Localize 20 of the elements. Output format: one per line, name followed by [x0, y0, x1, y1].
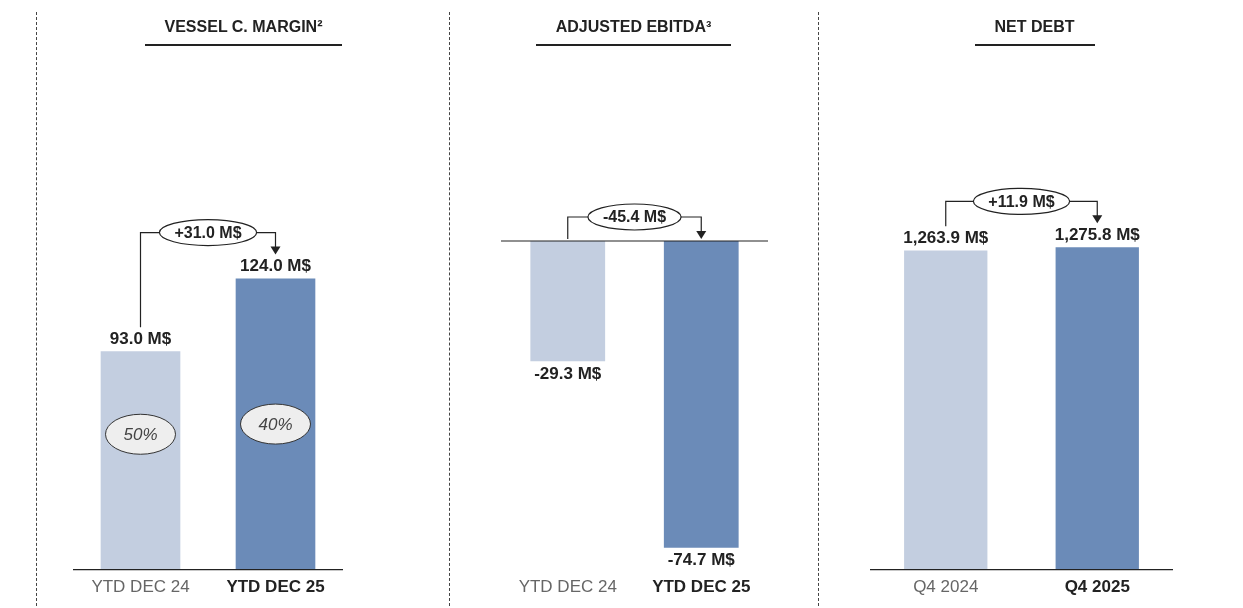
x-tick-label: YTD DEC 24	[518, 577, 617, 597]
text: +31.0 M$	[174, 223, 242, 241]
data-label: 93.0 M$	[109, 328, 172, 348]
data-label: 1,263.9 M$	[903, 227, 989, 247]
chart-title: ADJUSTED EBITDA³	[535, 18, 732, 46]
chart-title: VESSEL C. MARGIN²	[144, 18, 343, 46]
data-label: -74.7 M$	[667, 550, 736, 570]
x-tick-label: Q4 2024	[913, 577, 979, 597]
annotation: 40%	[258, 414, 293, 434]
text: -45.4 M$	[602, 208, 667, 226]
text: +11.9 M$	[988, 192, 1055, 210]
chart-title: NET DEBT	[974, 18, 1095, 46]
x-tick-label: YTD DEC 25	[652, 577, 751, 597]
data-label: -29.3 M$	[534, 363, 602, 383]
data-label: 124.0 M$	[240, 255, 312, 275]
data-label: 1,275.8 M$	[1054, 224, 1141, 244]
x-tick-label: YTD DEC 24	[91, 577, 190, 597]
x-tick-label: YTD DEC 25	[226, 577, 325, 597]
annotation: 50%	[123, 425, 158, 444]
x-tick-label: Q4 2025	[1064, 577, 1130, 597]
